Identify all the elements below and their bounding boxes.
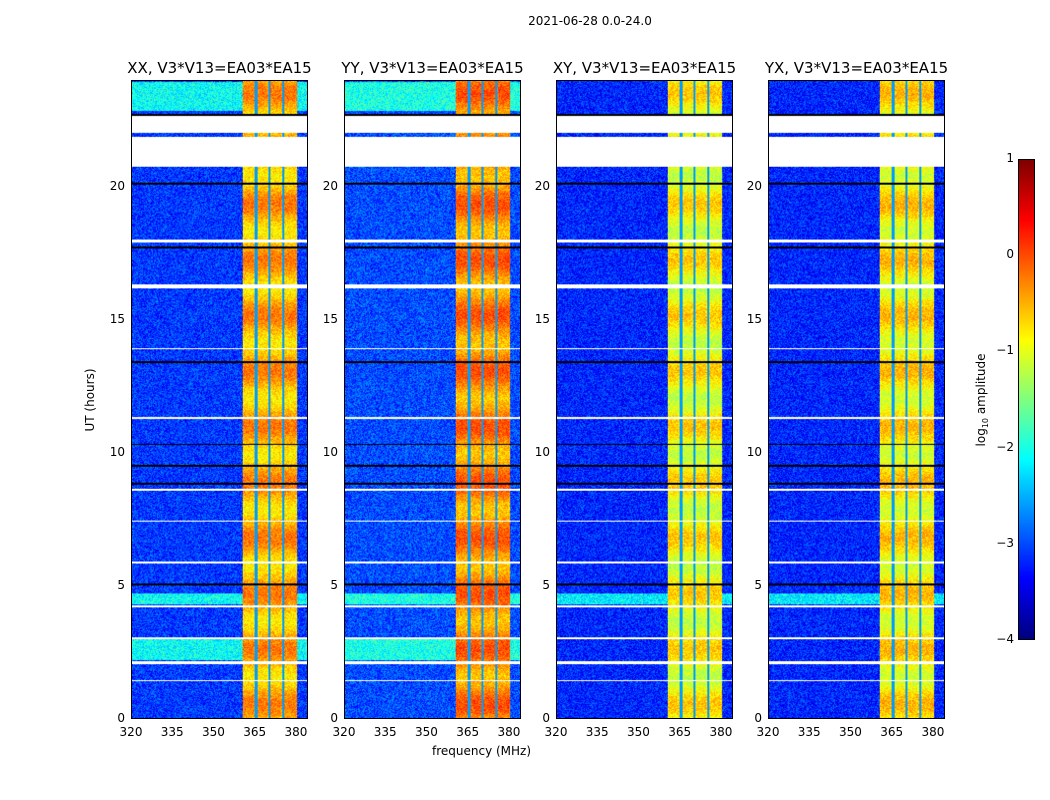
spectrogram-heatmap: [557, 81, 732, 718]
y-tick-label: 0: [117, 711, 125, 725]
x-tick-label: 350: [627, 725, 650, 739]
y-tick-label: 0: [754, 711, 762, 725]
x-axis-label: frequency (MHz): [432, 744, 532, 758]
colorbar-tick-label: 1: [1006, 151, 1014, 165]
x-tick-label: 335: [585, 725, 609, 739]
spectrogram-heatmap: [132, 81, 307, 718]
spectrogram-panel-1: [344, 80, 521, 719]
x-tick-label: 320: [119, 725, 143, 739]
y-tick-label: 15: [534, 311, 550, 326]
colorbar: [1018, 159, 1035, 640]
x-tick-label: 365: [456, 725, 480, 739]
y-tick-label: 20: [322, 178, 338, 193]
panel-title: YY, V3*V13=EA03*EA15: [341, 59, 524, 77]
y-tick-label: 5: [117, 577, 125, 592]
y-tick-label: 20: [746, 178, 762, 193]
x-tick-label: 335: [373, 725, 397, 739]
y-tick-label: 15: [109, 311, 125, 326]
spectrogram-heatmap: [345, 81, 520, 718]
y-tick-label: 5: [330, 577, 338, 592]
x-tick-label: 365: [880, 725, 904, 739]
y-tick-label: 10: [746, 444, 762, 459]
spectrogram-panel-0: [131, 80, 308, 719]
colorbar-tick-label: 0: [1006, 247, 1014, 262]
x-tick-label: 365: [243, 725, 267, 739]
x-tick-label: 380: [921, 725, 945, 739]
x-tick-label: 350: [839, 725, 862, 739]
x-tick-label: 380: [284, 725, 308, 739]
x-tick-label: 380: [497, 725, 521, 739]
x-tick-label: 320: [756, 725, 780, 739]
y-tick-label: 20: [109, 178, 125, 193]
spectrogram-panel-2: [556, 80, 733, 719]
figure-title: 2021-06-28 0.0-24.0: [528, 14, 652, 28]
x-tick-label: 380: [709, 725, 733, 739]
y-tick-label: 0: [330, 711, 338, 725]
colorbar-tick-label: −1: [996, 343, 1014, 358]
x-tick-label: 350: [202, 725, 225, 739]
y-tick-label: 0: [542, 711, 550, 725]
y-tick-label: 10: [534, 444, 550, 459]
y-tick-label: 20: [534, 178, 550, 193]
x-tick-label: 335: [160, 725, 184, 739]
spectrogram-panel-3: [768, 80, 945, 719]
colorbar-label: log10 amplitude: [973, 353, 991, 447]
y-tick-label: 10: [322, 444, 338, 459]
y-tick-label: 15: [322, 311, 338, 326]
y-tick-label: 10: [109, 444, 125, 459]
spectrogram-heatmap: [769, 81, 944, 718]
y-tick-label: 5: [754, 577, 762, 592]
x-tick-label: 320: [332, 725, 356, 739]
x-tick-label: 320: [544, 725, 568, 739]
panel-title: XY, V3*V13=EA03*EA15: [552, 59, 737, 77]
panel-title: YX, V3*V13=EA03*EA15: [764, 59, 949, 77]
panel-title: XX, V3*V13=EA03*EA15: [127, 59, 312, 77]
x-tick-label: 365: [668, 725, 692, 739]
colorbar-tick-label: −3: [996, 535, 1014, 550]
x-tick-label: 335: [797, 725, 821, 739]
x-tick-label: 350: [415, 725, 438, 739]
y-tick-label: 5: [542, 577, 550, 592]
y-tick-label: 15: [746, 311, 762, 326]
y-axis-label: UT (hours): [83, 368, 97, 432]
colorbar-tick-label: −4: [996, 632, 1014, 646]
colorbar-tick-label: −2: [996, 439, 1014, 454]
